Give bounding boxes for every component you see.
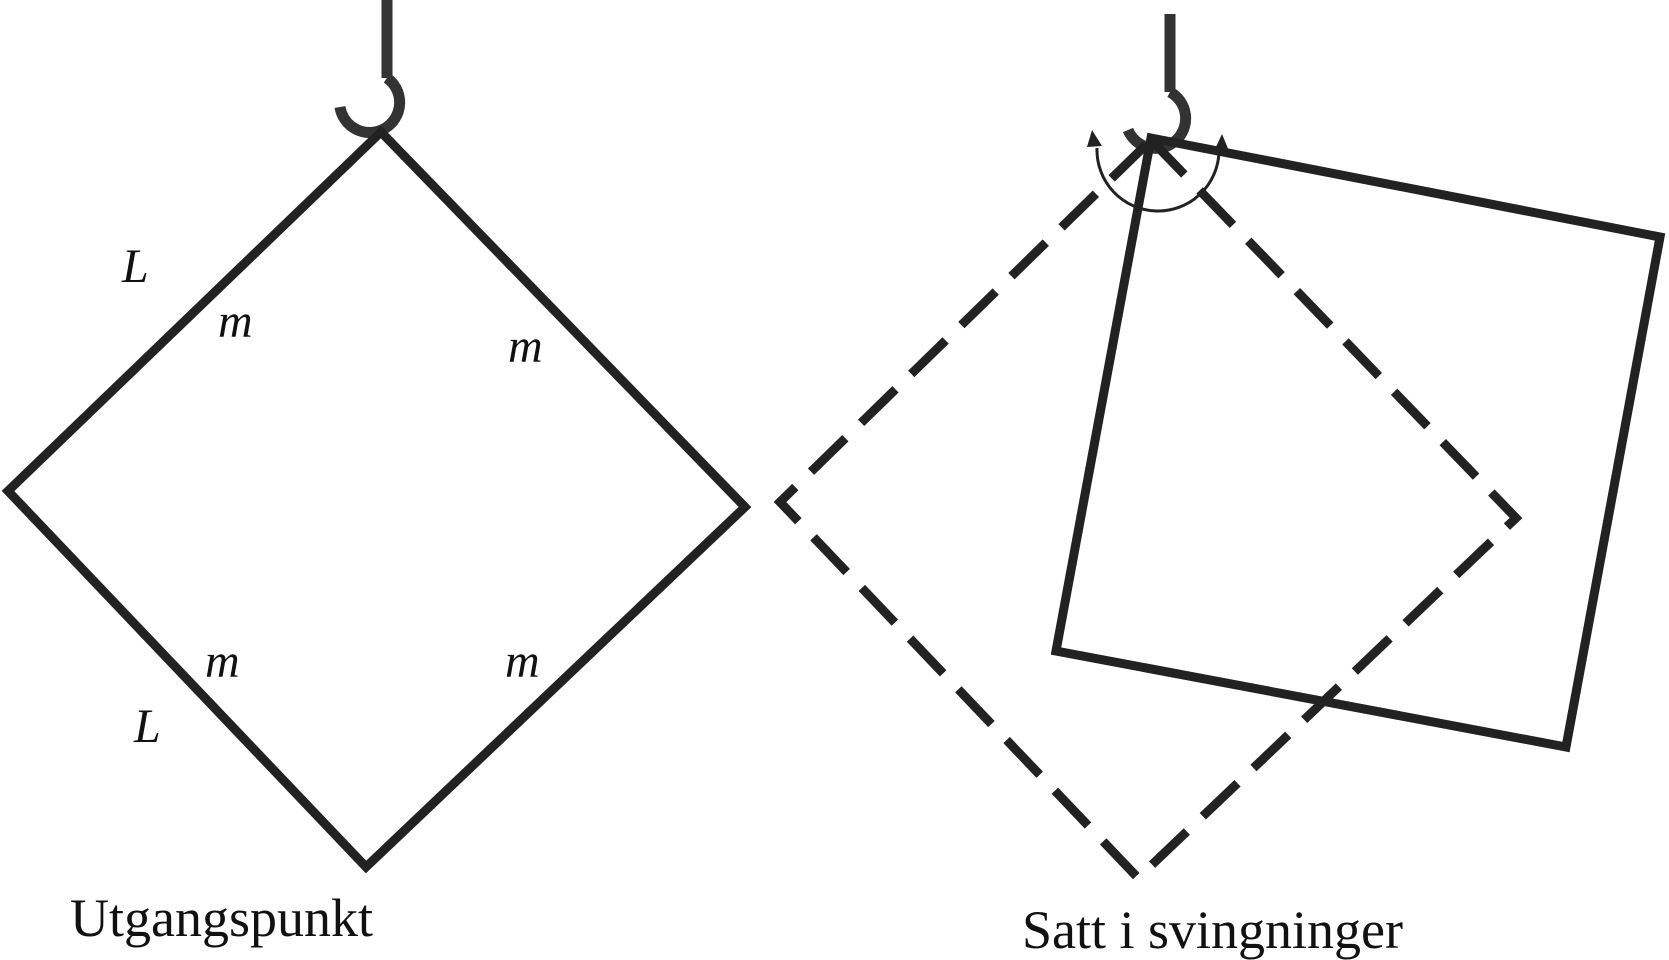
mass-label-lower-left: m — [205, 635, 240, 688]
right-caption: Satt i svingninger — [1022, 900, 1403, 960]
dashed-square-original — [773, 133, 1523, 885]
side-label-upper: L — [121, 240, 149, 293]
left-figure: L L m m m m Utgangspunkt — [1, 0, 752, 948]
hook-icon — [1122, 14, 1192, 154]
rotation-arrow-icon — [1087, 130, 1229, 213]
side-label-lower: L — [133, 700, 161, 753]
left-caption: Utgangspunkt — [70, 888, 373, 948]
rotated-square-frame — [1050, 132, 1666, 753]
mass-label-lower-right: m — [505, 635, 540, 688]
hook-icon — [334, 0, 406, 138]
mass-label-upper-right: m — [508, 320, 543, 373]
mass-label-upper-left: m — [218, 295, 253, 348]
right-figure: Satt i svingninger — [773, 14, 1666, 960]
square-frame — [1, 125, 752, 874]
